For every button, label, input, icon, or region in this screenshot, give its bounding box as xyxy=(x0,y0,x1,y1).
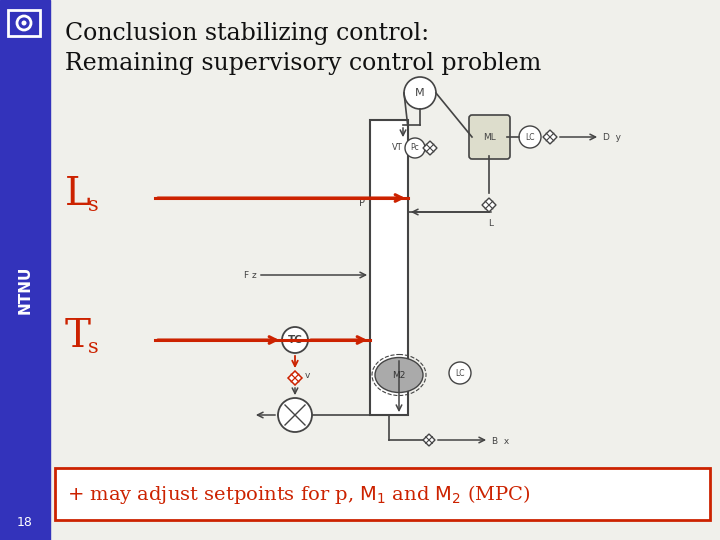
Bar xyxy=(0,0,50,540)
Text: LC: LC xyxy=(526,132,535,141)
Text: L: L xyxy=(488,219,493,228)
Circle shape xyxy=(282,327,308,353)
FancyBboxPatch shape xyxy=(469,115,510,159)
Text: ML: ML xyxy=(482,132,495,141)
Text: z: z xyxy=(252,271,257,280)
Text: Conclusion stabilizing control:: Conclusion stabilizing control: xyxy=(65,22,429,45)
Text: LC: LC xyxy=(455,368,464,377)
Text: T: T xyxy=(65,318,91,355)
Text: Pc: Pc xyxy=(410,144,419,152)
Text: NTNU: NTNU xyxy=(17,266,32,314)
Text: P: P xyxy=(359,198,365,208)
Circle shape xyxy=(404,77,436,109)
Text: $+$ may adjust setpoints for p, $\mathrm{M}_1$ and $\mathrm{M}_2$ (MPC): $+$ may adjust setpoints for p, $\mathrm… xyxy=(67,483,531,505)
Polygon shape xyxy=(423,141,437,155)
Polygon shape xyxy=(423,434,435,446)
Circle shape xyxy=(22,21,27,25)
Ellipse shape xyxy=(375,357,423,393)
Bar xyxy=(8,10,40,36)
Circle shape xyxy=(17,16,31,30)
Text: M2: M2 xyxy=(392,370,405,380)
Polygon shape xyxy=(288,371,302,385)
Text: v: v xyxy=(305,370,310,380)
Circle shape xyxy=(278,398,312,432)
Circle shape xyxy=(519,126,541,148)
Text: D  y: D y xyxy=(603,133,621,143)
Polygon shape xyxy=(482,198,496,212)
Text: VT: VT xyxy=(392,144,402,152)
Circle shape xyxy=(405,138,425,158)
Text: 18: 18 xyxy=(17,516,33,529)
Text: L: L xyxy=(65,176,91,213)
Text: M: M xyxy=(415,88,425,98)
Text: s: s xyxy=(88,196,99,215)
Text: B  x: B x xyxy=(492,436,509,446)
Text: s: s xyxy=(88,338,99,357)
Polygon shape xyxy=(543,130,557,144)
Bar xyxy=(370,120,408,415)
Text: TC: TC xyxy=(287,335,302,345)
Circle shape xyxy=(449,362,471,384)
Text: Remaining supervisory control problem: Remaining supervisory control problem xyxy=(65,52,541,75)
Text: F: F xyxy=(243,271,248,280)
Bar xyxy=(55,468,710,520)
